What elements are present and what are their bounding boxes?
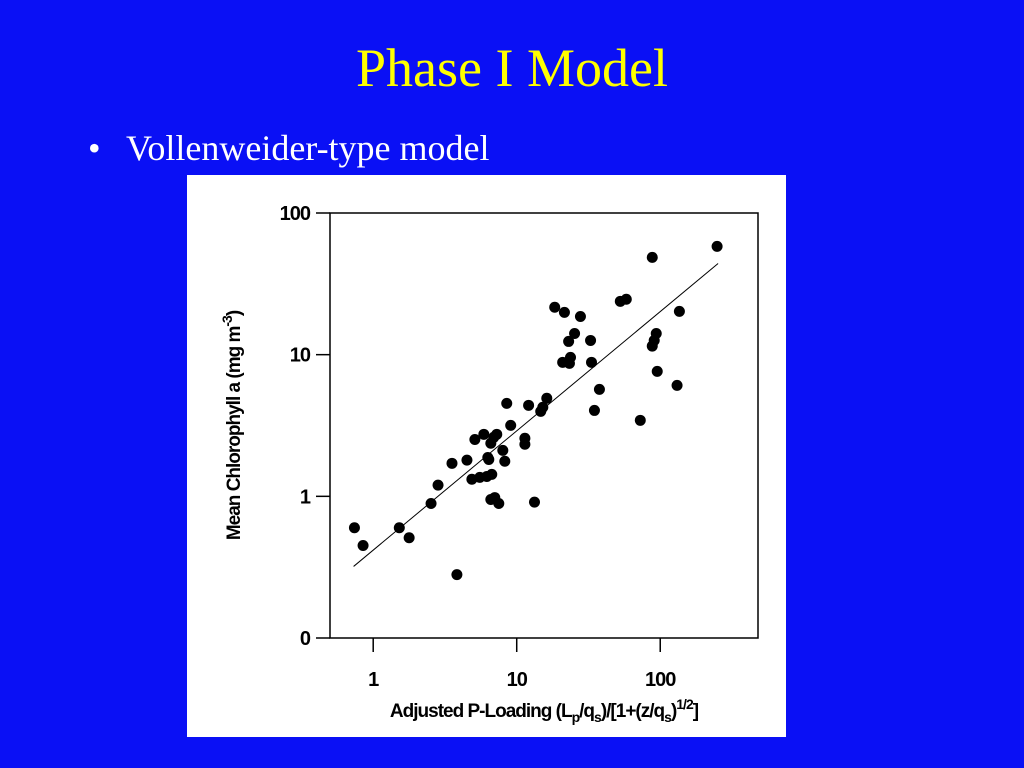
data-point bbox=[483, 453, 495, 465]
data-point bbox=[446, 457, 458, 469]
fit-line bbox=[353, 263, 719, 567]
data-point bbox=[505, 419, 517, 431]
x-tick-label: 100 bbox=[645, 669, 676, 691]
data-point bbox=[586, 356, 598, 368]
y-axis-label-part: ) bbox=[224, 310, 245, 316]
bullet-text: Vollenweider-type model bbox=[126, 128, 490, 168]
data-point bbox=[564, 351, 576, 363]
data-point bbox=[497, 444, 509, 456]
data-point bbox=[541, 392, 553, 404]
data-point bbox=[523, 399, 535, 411]
y-axis-label-part: -3 bbox=[219, 315, 235, 327]
data-point bbox=[491, 428, 503, 440]
x-tick-label: 10 bbox=[507, 669, 528, 691]
y-tick-label: 100 bbox=[280, 203, 311, 225]
x-axis-label-part: ) bbox=[671, 701, 677, 722]
data-point bbox=[519, 432, 531, 444]
x-axis-label-part: s bbox=[594, 709, 602, 725]
data-point bbox=[673, 305, 685, 317]
x-axis-label-part: p bbox=[572, 709, 580, 725]
x-axis-label: Adjusted P-Loading (Lp/qs)/[1+(z/qs)1/2] bbox=[390, 696, 699, 725]
data-point bbox=[650, 328, 662, 340]
data-point bbox=[403, 532, 415, 544]
x-axis-label-part: ] bbox=[693, 701, 699, 722]
data-point bbox=[620, 293, 632, 305]
data-point bbox=[646, 251, 658, 263]
data-point bbox=[493, 498, 505, 510]
data-point bbox=[588, 404, 600, 416]
data-point bbox=[486, 468, 498, 480]
y-tick-label: 0 bbox=[300, 628, 311, 650]
y-tick-label: 1 bbox=[300, 486, 311, 508]
data-point bbox=[671, 379, 683, 391]
data-point bbox=[478, 428, 490, 440]
data-point bbox=[469, 433, 481, 445]
data-point bbox=[425, 498, 437, 510]
bullet-dot: • bbox=[88, 128, 101, 168]
data-point bbox=[549, 301, 561, 313]
data-point bbox=[563, 335, 575, 347]
data-point bbox=[574, 310, 586, 322]
y-axis-label-part: Mean Chlorophyll a (mg m bbox=[224, 327, 245, 541]
data-point bbox=[558, 306, 570, 318]
data-point bbox=[348, 522, 360, 534]
data-point bbox=[461, 454, 473, 466]
slide-title: Phase I Model bbox=[356, 38, 668, 98]
x-axis-label-part: )/[1+(z/q bbox=[601, 701, 665, 722]
data-point bbox=[569, 328, 581, 340]
plot-frame bbox=[329, 212, 759, 639]
x-axis-label-part: 1/2 bbox=[676, 696, 694, 712]
data-point bbox=[537, 401, 549, 413]
data-point bbox=[593, 383, 605, 395]
x-axis-label-part: /q bbox=[579, 701, 594, 722]
data-point bbox=[585, 334, 597, 346]
data-point bbox=[501, 397, 513, 409]
data-point bbox=[451, 569, 463, 581]
data-point bbox=[357, 539, 369, 551]
data-point bbox=[651, 365, 663, 377]
data-point bbox=[499, 455, 511, 467]
data-point bbox=[711, 240, 723, 252]
y-tick-label: 10 bbox=[290, 345, 311, 367]
y-axis-label: Mean Chlorophyll a (mg m-3) bbox=[219, 310, 245, 540]
data-point bbox=[528, 496, 540, 508]
data-point bbox=[432, 479, 444, 491]
x-axis-label-part: s bbox=[664, 709, 672, 725]
data-point bbox=[393, 522, 405, 534]
data-point bbox=[634, 414, 646, 426]
x-axis-label-part: Adjusted P-Loading (L bbox=[390, 701, 573, 722]
x-tick-label: 1 bbox=[368, 669, 379, 691]
